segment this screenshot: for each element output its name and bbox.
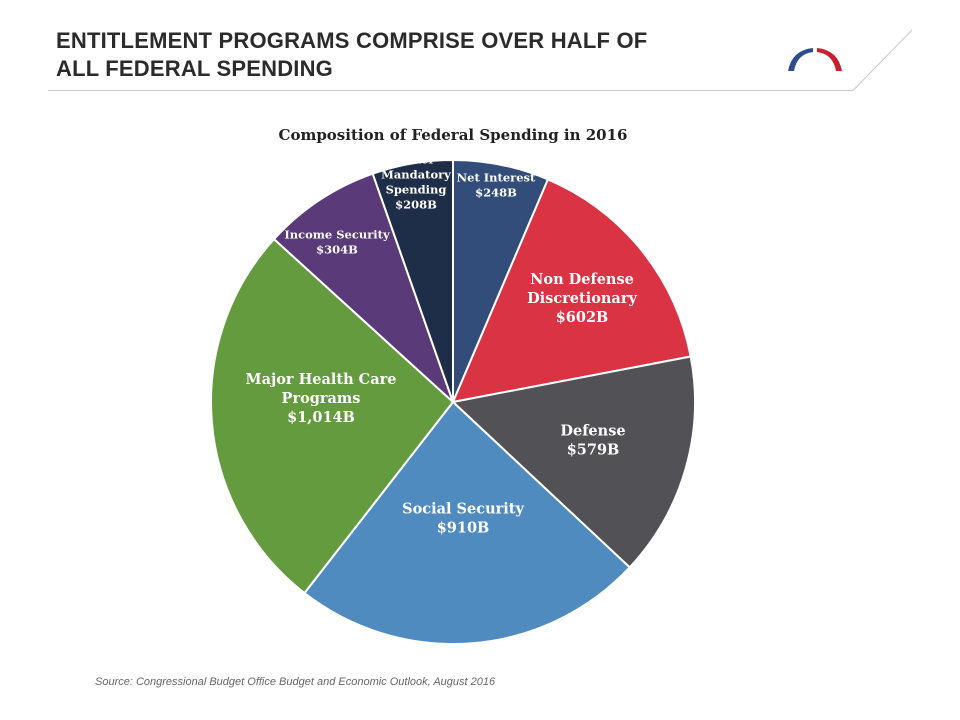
page-title: ENTITLEMENT PROGRAMS COMPRISE OVER HALF …	[56, 27, 756, 83]
chart-title: Composition of Federal Spending in 2016	[279, 126, 628, 144]
slice-label-line: Other	[397, 153, 435, 167]
slice-label-line: Major Health Care	[246, 371, 397, 388]
slice-label-line: $910B	[437, 520, 490, 537]
slice-label: Income Security $304B	[284, 228, 390, 257]
slice-label: Defense $579B	[560, 423, 625, 459]
slice-label-line: Mandatory	[381, 168, 451, 182]
slice-label-line: $248B	[475, 186, 517, 200]
slice-label-line: Defense	[560, 423, 625, 440]
slice-label: Non Defense Discretionary $602B	[527, 271, 637, 326]
slice-label: Social Security $910B	[402, 501, 524, 537]
title-divider	[48, 90, 853, 91]
slice-label-line: Social Security	[402, 501, 524, 518]
arch-logo-icon	[788, 48, 842, 71]
slice-label-line: Non Defense	[530, 271, 634, 288]
title-divider-accent	[852, 29, 913, 91]
slice-label-line: Spending	[386, 183, 447, 197]
slice-label-line: $304B	[316, 243, 358, 257]
slice-label: Net Interest $248B	[457, 171, 536, 200]
slice-label-line: Programs	[282, 390, 361, 407]
slice-label: Major Health Care Programs $1,014B	[246, 371, 397, 426]
slice-label: Other Mandatory Spending $208B	[381, 153, 451, 212]
slice-label-line: Income Security	[284, 228, 390, 242]
slice-label-line: $602B	[556, 309, 609, 326]
source-note: Source: Congressional Budget Office Budg…	[95, 676, 496, 688]
pie-slice	[303, 400, 632, 645]
slice-label-line: $1,014B	[287, 409, 355, 426]
slice-label-line: Net Interest	[457, 171, 536, 185]
page-title-line-2: ALL FEDERAL SPENDING	[56, 56, 333, 81]
slice-label-line: $579B	[567, 442, 620, 459]
pie-slice	[451, 178, 692, 404]
pie-slice	[272, 172, 454, 403]
pie-labels: Net Interest $248B Non Defense Discretionar…	[246, 153, 638, 537]
pie-slices	[210, 158, 696, 645]
pie-slice	[450, 355, 696, 569]
page-title-line-1: ENTITLEMENT PROGRAMS COMPRISE OVER HALF …	[56, 28, 648, 53]
slice-label-line: Discretionary	[527, 290, 637, 307]
pie-slice	[210, 237, 455, 595]
pie-slice	[371, 158, 454, 403]
slice-label-line: $208B	[395, 198, 437, 212]
